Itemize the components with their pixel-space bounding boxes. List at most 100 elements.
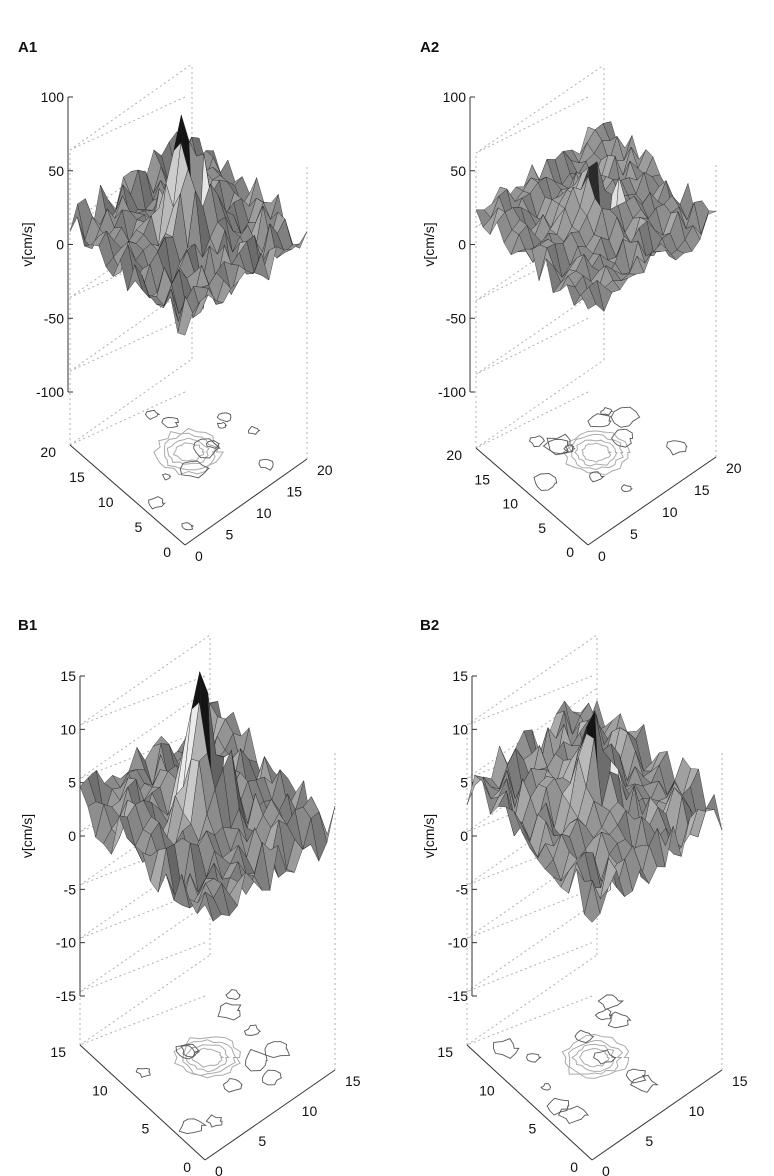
panel-title: A2 bbox=[420, 39, 439, 56]
y-tick-label: 5 bbox=[142, 1121, 150, 1137]
y-tick-label: 10 bbox=[479, 1082, 495, 1098]
contour-line bbox=[625, 1068, 647, 1084]
z-tick-label: 0 bbox=[458, 237, 466, 253]
x-tick-label: 10 bbox=[662, 504, 678, 520]
contour-line bbox=[245, 1049, 268, 1072]
contour-line bbox=[247, 425, 261, 435]
y-tick-label: 10 bbox=[92, 1082, 108, 1098]
contour-line bbox=[191, 1047, 225, 1068]
contour-line bbox=[587, 413, 612, 428]
x-tick-label: 15 bbox=[287, 484, 303, 500]
contour-line bbox=[540, 1083, 552, 1091]
panel-title: A1 bbox=[18, 39, 37, 56]
x-tick-label: 20 bbox=[317, 462, 333, 478]
y-tick-label: 15 bbox=[50, 1044, 66, 1060]
contour-line bbox=[161, 473, 172, 481]
contour-line bbox=[205, 440, 221, 449]
surface-facet bbox=[197, 891, 214, 922]
x-tick-label: 20 bbox=[726, 460, 742, 476]
y-tick-label: 5 bbox=[538, 520, 546, 536]
surface-facet bbox=[580, 286, 597, 310]
z-axis-label: v[cm/s] bbox=[421, 814, 437, 858]
z-tick-label: 50 bbox=[48, 163, 64, 179]
contour-line bbox=[593, 1049, 617, 1065]
panel-title: B1 bbox=[18, 617, 37, 634]
y-tick-label: 0 bbox=[183, 1159, 191, 1175]
y-tick-label: 5 bbox=[529, 1121, 537, 1137]
contour-line bbox=[178, 1118, 208, 1135]
x-axis bbox=[591, 1069, 723, 1161]
contour-line bbox=[205, 1114, 223, 1128]
x-tick-label: 15 bbox=[694, 482, 710, 498]
contour-line bbox=[526, 1053, 543, 1063]
y-tick-label: 0 bbox=[566, 544, 574, 560]
y-tick-label: 10 bbox=[98, 494, 114, 510]
x-tick-label: 10 bbox=[302, 1103, 318, 1119]
y-tick-label: 15 bbox=[69, 469, 85, 485]
z-tick-label: -50 bbox=[44, 310, 64, 326]
contour-line bbox=[528, 435, 546, 448]
z-tick-label: -5 bbox=[64, 881, 77, 897]
z-tick-label: 10 bbox=[60, 721, 76, 737]
x-tick-label: 0 bbox=[215, 1163, 223, 1176]
x-tick-label: 15 bbox=[732, 1073, 748, 1089]
surface-facet bbox=[177, 296, 193, 336]
contour-line bbox=[557, 1105, 590, 1125]
panel-b2: B2 15 10 5 0 -5 -10 -15 v[cm/s] 0 5 10 15 0 5 10 15 bbox=[420, 617, 748, 1176]
contour-line bbox=[153, 427, 224, 476]
contour-line bbox=[262, 1069, 282, 1086]
surface bbox=[69, 115, 308, 336]
x-axis bbox=[184, 458, 308, 546]
contour-line bbox=[172, 442, 205, 462]
z-axis-label: v[cm/s] bbox=[19, 222, 35, 266]
contour-line bbox=[182, 1039, 237, 1077]
contour-line bbox=[589, 471, 605, 483]
y-tick-label: 0 bbox=[570, 1159, 578, 1175]
z-tick-label: 0 bbox=[460, 828, 468, 844]
y-axis bbox=[79, 1044, 206, 1161]
x-axis bbox=[204, 1069, 336, 1161]
panel-title: B2 bbox=[420, 617, 439, 634]
y-tick-label: 0 bbox=[163, 544, 171, 560]
x-tick-label: 0 bbox=[598, 548, 606, 564]
contour-line bbox=[666, 440, 688, 456]
z-tick-label: 50 bbox=[450, 163, 466, 179]
y-tick-label: 20 bbox=[446, 447, 462, 463]
y-axis bbox=[69, 444, 186, 546]
x-tick-label: 5 bbox=[630, 526, 638, 542]
z-tick-label: -5 bbox=[456, 881, 469, 897]
z-tick-label: -15 bbox=[448, 988, 468, 1004]
z-tick-label: 100 bbox=[41, 89, 65, 105]
z-tick-label: 15 bbox=[452, 668, 468, 684]
contour-line bbox=[144, 409, 161, 420]
z-tick-label: 0 bbox=[68, 828, 76, 844]
x-tick-label: 10 bbox=[256, 505, 272, 521]
contour-line bbox=[594, 1008, 613, 1021]
contour-line bbox=[571, 1043, 617, 1072]
x-tick-label: 5 bbox=[258, 1133, 266, 1149]
z-tick-label: -15 bbox=[56, 988, 76, 1004]
contour-line bbox=[610, 406, 641, 428]
contour-line bbox=[546, 433, 574, 456]
z-tick-label: -100 bbox=[438, 384, 466, 400]
contour-line bbox=[546, 1097, 570, 1116]
surface bbox=[475, 121, 717, 312]
contour-line bbox=[135, 1067, 151, 1078]
contour-line bbox=[216, 412, 232, 423]
z-tick-label: -100 bbox=[36, 384, 64, 400]
contour-line bbox=[163, 432, 218, 471]
contour-line bbox=[264, 1041, 291, 1058]
z-tick-label: 5 bbox=[68, 775, 76, 791]
z-axis-label: v[cm/s] bbox=[421, 222, 437, 266]
contour-line bbox=[173, 1036, 241, 1079]
z-tick-label: 10 bbox=[452, 721, 468, 737]
contour-line bbox=[225, 989, 242, 1000]
y-axis bbox=[466, 1044, 593, 1161]
contour-line bbox=[533, 473, 558, 491]
contour-line bbox=[607, 1011, 632, 1029]
contour-line bbox=[193, 438, 221, 459]
contour-line bbox=[574, 439, 618, 467]
surface bbox=[79, 671, 336, 922]
surface-facet bbox=[705, 794, 723, 831]
